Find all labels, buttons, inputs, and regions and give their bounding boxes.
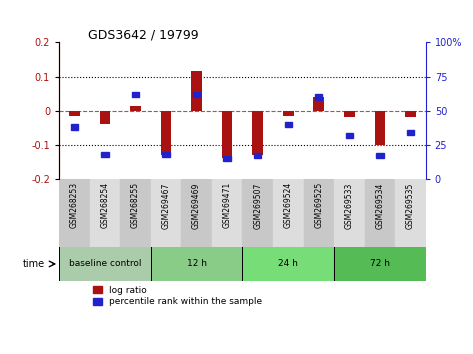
Bar <box>120 179 151 247</box>
Text: baseline control: baseline control <box>69 259 141 268</box>
Bar <box>375 110 385 145</box>
FancyBboxPatch shape <box>315 95 323 99</box>
FancyBboxPatch shape <box>71 124 78 130</box>
Text: GSM268255: GSM268255 <box>131 182 140 228</box>
Bar <box>59 247 151 281</box>
Bar <box>100 110 110 124</box>
Bar <box>151 179 181 247</box>
Bar <box>181 179 212 247</box>
Bar <box>334 247 426 281</box>
Text: time: time <box>23 259 45 269</box>
FancyBboxPatch shape <box>254 153 262 158</box>
Bar <box>212 179 243 247</box>
Bar <box>151 247 242 281</box>
Text: GSM269469: GSM269469 <box>192 182 201 229</box>
Text: GSM269467: GSM269467 <box>162 182 171 229</box>
Bar <box>334 179 365 247</box>
Bar <box>365 179 395 247</box>
FancyBboxPatch shape <box>407 130 414 135</box>
Bar <box>59 179 90 247</box>
FancyBboxPatch shape <box>285 122 292 127</box>
Bar <box>222 110 233 158</box>
Bar <box>344 110 355 118</box>
FancyBboxPatch shape <box>346 133 353 138</box>
Text: GSM268254: GSM268254 <box>100 182 109 228</box>
Bar <box>161 110 171 155</box>
Bar <box>69 110 80 116</box>
FancyBboxPatch shape <box>162 152 170 157</box>
Bar <box>314 97 324 110</box>
Text: GSM269534: GSM269534 <box>376 182 385 229</box>
FancyBboxPatch shape <box>223 156 231 161</box>
Text: GSM269525: GSM269525 <box>314 182 323 228</box>
Text: GDS3642 / 19799: GDS3642 / 19799 <box>88 28 199 41</box>
Text: GSM269507: GSM269507 <box>253 182 262 229</box>
Text: 72 h: 72 h <box>370 259 390 268</box>
Text: GSM269533: GSM269533 <box>345 182 354 229</box>
Bar <box>252 110 263 155</box>
Text: 12 h: 12 h <box>186 259 207 268</box>
Bar <box>130 105 141 110</box>
Text: GSM269471: GSM269471 <box>223 182 232 228</box>
Legend: log ratio, percentile rank within the sample: log ratio, percentile rank within the sa… <box>93 286 263 306</box>
FancyBboxPatch shape <box>193 92 200 97</box>
Bar <box>283 110 294 116</box>
FancyBboxPatch shape <box>376 153 384 158</box>
Bar <box>395 179 426 247</box>
Text: 24 h: 24 h <box>278 259 298 268</box>
Bar <box>242 247 334 281</box>
Bar <box>191 72 202 110</box>
Text: GSM269535: GSM269535 <box>406 182 415 229</box>
FancyBboxPatch shape <box>101 152 109 157</box>
FancyBboxPatch shape <box>132 92 139 97</box>
Bar <box>304 179 334 247</box>
Bar <box>242 179 273 247</box>
Text: GSM268253: GSM268253 <box>70 182 79 228</box>
Bar <box>405 110 416 118</box>
Bar <box>273 179 304 247</box>
Bar <box>90 179 120 247</box>
Text: GSM269524: GSM269524 <box>284 182 293 228</box>
